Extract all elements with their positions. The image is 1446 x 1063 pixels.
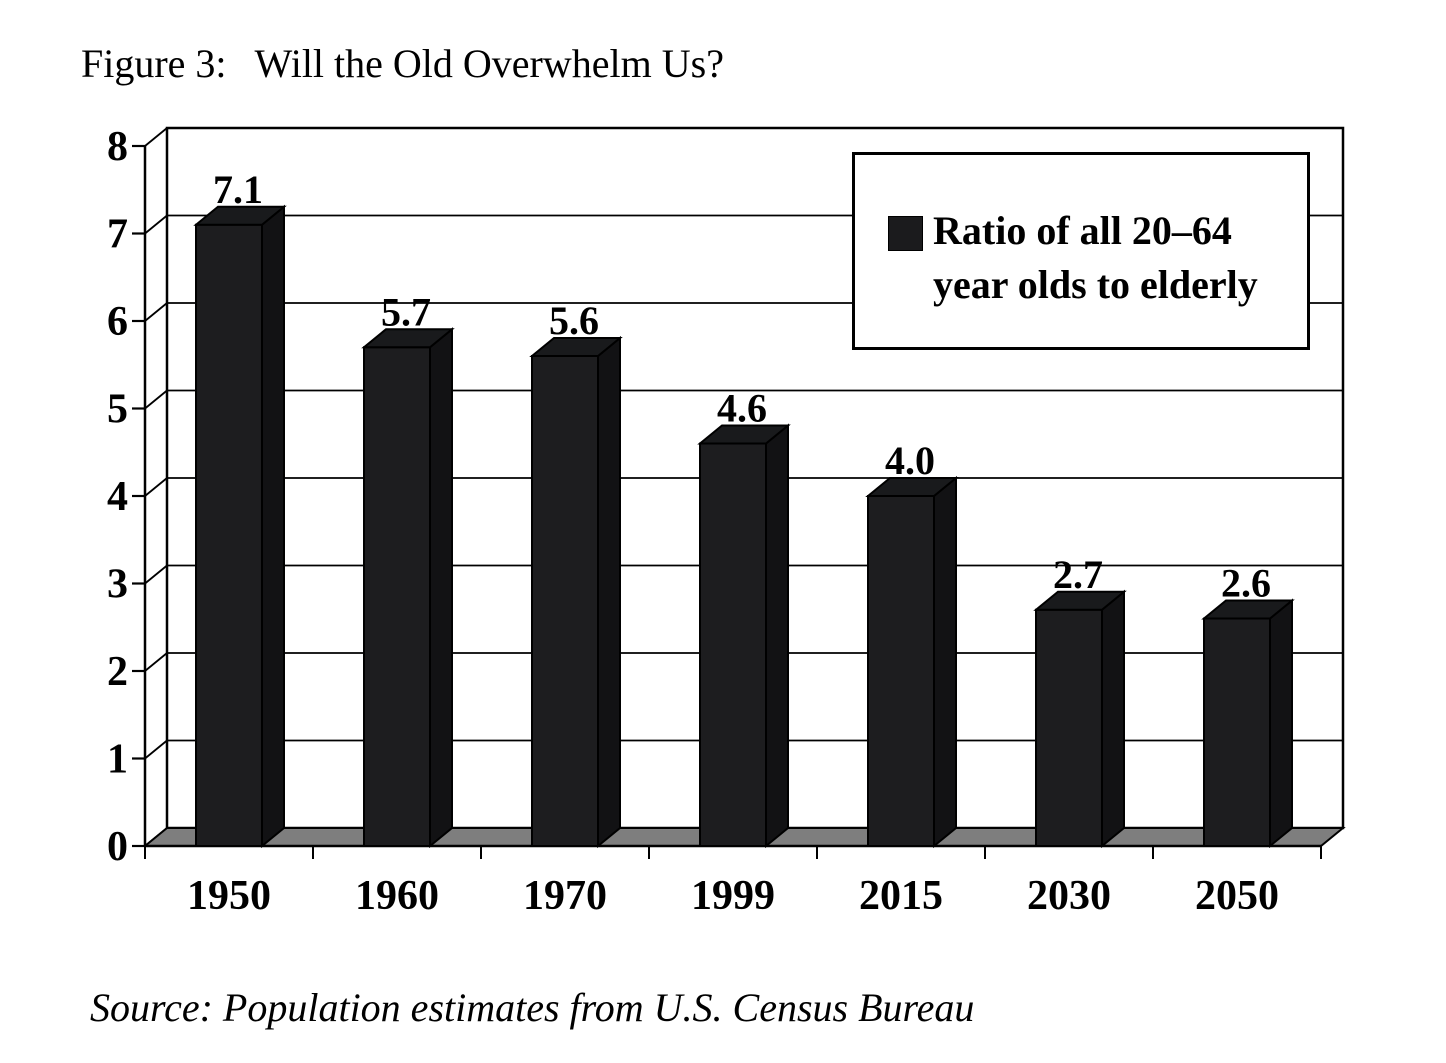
bar-top-face: [697, 424, 791, 445]
x-tick-label: 1970: [523, 873, 607, 919]
bar-1950: 7.1: [193, 167, 287, 849]
source-note: Source: Population estimates from U.S. C…: [90, 985, 975, 1030]
bar-2030: 2.7: [1033, 552, 1127, 849]
bar-top-face: [865, 477, 959, 497]
legend-swatch-icon: [888, 216, 923, 251]
bar-1960: 5.7: [361, 289, 455, 849]
depth-connector-line: [144, 389, 168, 410]
y-tick-label: 4: [107, 474, 128, 520]
y-tick-label: 5: [107, 387, 128, 433]
legend-label-line1: Ratio of all 20–64: [933, 208, 1232, 253]
bar-front-face: [363, 346, 431, 847]
bar-value-label: 2.6: [1221, 561, 1271, 606]
x-tick-label: 2030: [1027, 873, 1111, 919]
bar-side-face: [765, 423, 789, 849]
bar-side-face: [1269, 598, 1293, 849]
x-tick-label: 1960: [355, 873, 439, 919]
y-tick-label: 7: [107, 212, 128, 258]
depth-connector-line: [144, 564, 168, 585]
legend-entry: Ratio of all 20–64 year olds to elderly: [888, 204, 1307, 312]
depth-connector-line: [144, 739, 168, 760]
x-tick-label: 1999: [691, 873, 775, 919]
bar-side-face: [1101, 589, 1125, 849]
depth-connector-line: [144, 302, 168, 322]
figure-title-prefix: Figure 3:: [81, 41, 227, 86]
legend-label-line2: year olds to elderly: [933, 262, 1258, 307]
bar-value-label: 7.1: [213, 167, 263, 212]
bar-front-face: [1035, 608, 1103, 847]
bar-value-label: 2.7: [1053, 552, 1103, 597]
figure-title: Figure 3: Will the Old Overwhelm Us?: [81, 44, 724, 84]
bar-front-face: [699, 442, 767, 847]
y-tick-label: 6: [107, 299, 128, 345]
bar-top-face: [1201, 599, 1295, 620]
bar-side-face: [429, 327, 453, 849]
x-tick-label: 2050: [1195, 873, 1279, 919]
bar-side-face: [933, 475, 957, 849]
bar-1970: 5.6: [529, 298, 623, 849]
bar-front-face: [1203, 617, 1271, 847]
bar-1999: 4.6: [697, 386, 791, 849]
y-tick-label: 3: [107, 562, 128, 608]
bar-2050: 2.6: [1201, 561, 1295, 849]
legend-box: Ratio of all 20–64 year olds to elderly: [852, 152, 1310, 350]
bar-2015: 4.0: [865, 438, 959, 849]
x-tick-label: 1950: [187, 873, 271, 919]
bar-top-face: [529, 337, 623, 357]
y-tick-label: 2: [107, 649, 128, 695]
bar-front-face: [867, 495, 935, 847]
legend-label: Ratio of all 20–64 year olds to elderly: [933, 204, 1258, 312]
bar-top-face: [1033, 590, 1127, 611]
bar-side-face: [597, 335, 621, 849]
bar-value-label: 5.6: [549, 298, 599, 343]
x-tick-label: 2015: [859, 873, 943, 919]
y-tick-label: 8: [107, 124, 128, 170]
depth-connector-line: [144, 127, 168, 147]
bar-top-face: [193, 205, 287, 226]
bar-side-face: [261, 204, 285, 849]
depth-connector-line: [144, 214, 168, 235]
bar-front-face: [531, 355, 599, 847]
y-tick-label: 1: [107, 737, 128, 783]
bar-value-label: 4.6: [717, 386, 767, 431]
depth-connector-line: [144, 652, 168, 672]
figure-title-main: Will the Old Overwhelm Us?: [254, 41, 724, 86]
bar-value-label: 4.0: [885, 438, 935, 483]
bar-value-label: 5.7: [381, 289, 431, 334]
bar-top-face: [361, 328, 455, 349]
bar-front-face: [195, 223, 263, 847]
y-tick-label: 0: [107, 824, 128, 870]
depth-connector-line: [144, 477, 168, 497]
